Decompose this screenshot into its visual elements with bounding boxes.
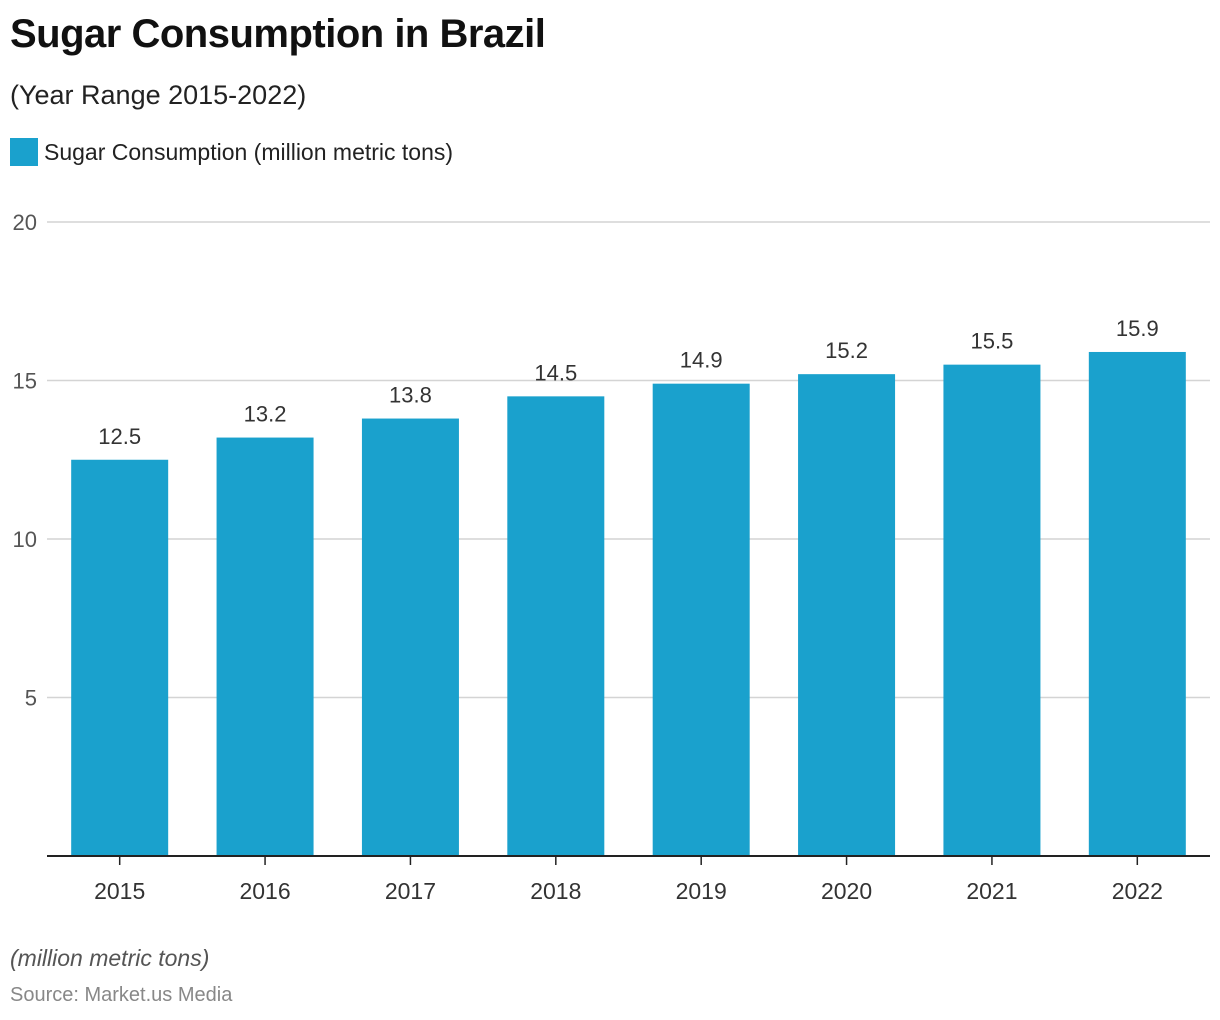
x-tick-label: 2017 — [385, 878, 436, 904]
y-tick-label: 10 — [13, 527, 37, 552]
legend: Sugar Consumption (million metric tons) — [10, 138, 453, 166]
data-label: 13.2 — [244, 402, 287, 427]
x-tick-label: 2015 — [94, 878, 145, 904]
bar — [798, 374, 896, 856]
bar — [652, 383, 750, 856]
data-label: 12.5 — [98, 424, 141, 449]
unit-note: (million metric tons) — [10, 945, 210, 971]
bar — [71, 459, 169, 856]
bar — [361, 418, 459, 856]
data-label: 15.2 — [825, 338, 868, 363]
y-tick-label: 20 — [13, 210, 37, 235]
data-label: 14.9 — [680, 348, 723, 373]
legend-label: Sugar Consumption (million metric tons) — [44, 138, 454, 165]
x-tick-label: 2022 — [1112, 878, 1163, 904]
bar — [507, 396, 605, 856]
y-tick-label: 5 — [25, 686, 37, 711]
chart-subtitle: (Year Range 2015-2022) — [10, 80, 307, 110]
source-note: Source: Market.us Media — [10, 984, 233, 1006]
data-label: 13.8 — [389, 383, 432, 408]
x-tick-label: 2016 — [239, 878, 290, 904]
bar — [943, 364, 1041, 856]
bar — [1088, 351, 1186, 856]
chart-title: Sugar Consumption in Brazil — [10, 12, 546, 56]
bar — [216, 437, 314, 856]
x-tick-label: 2019 — [676, 878, 727, 904]
data-label: 15.9 — [1116, 316, 1159, 341]
x-tick-label: 2018 — [530, 878, 581, 904]
y-tick-label: 15 — [13, 369, 37, 394]
legend-swatch — [10, 138, 38, 166]
data-label: 15.5 — [971, 329, 1014, 354]
x-tick-label: 2020 — [821, 878, 872, 904]
data-label: 14.5 — [534, 360, 577, 385]
x-tick-label: 2021 — [966, 878, 1017, 904]
